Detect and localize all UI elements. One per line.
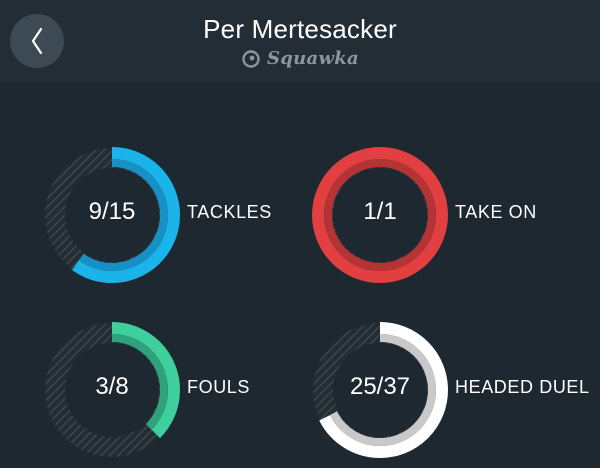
ring-progress [44, 322, 180, 458]
stat-value-take-on: 1/1 [363, 198, 397, 225]
page-title: Per Mertesacker [203, 14, 397, 44]
stat-value-fouls: 3/8 [95, 373, 129, 400]
back-button[interactable] [10, 14, 64, 68]
brand-logo: Squawka [0, 48, 600, 69]
squawka-logo-icon [242, 49, 260, 68]
ring-progress-inner [324, 159, 436, 271]
ring-chart-take-on [312, 147, 448, 283]
ring-chart-fouls [44, 322, 180, 458]
stat-tackles: 9/15 TACKLES [37, 140, 317, 290]
ring-progress-inner [56, 334, 168, 446]
ring-chart-headed-duel [312, 322, 448, 458]
stat-headed-duel: 25/37 HEADED DUEL [305, 315, 589, 465]
stat-label-headed-duel: HEADED DUEL [455, 377, 590, 397]
stat-take-on: 1/1 TAKE ON [305, 140, 585, 290]
stat-label-fouls: FOULS [187, 377, 251, 397]
chevron-left-icon [31, 27, 43, 55]
ring-progress [312, 147, 448, 283]
stat-label-tackles: TACKLES [187, 202, 272, 222]
stat-value-headed-duel: 25/37 [349, 373, 411, 400]
ring-progress [44, 147, 180, 283]
stat-fouls: 3/8 FOULS [37, 315, 317, 465]
stat-label-take-on: TAKE ON [455, 202, 537, 222]
header-bar: Per Mertesacker Squawka [0, 0, 600, 82]
stat-value-tackles: 9/15 [88, 198, 136, 225]
ring-chart-tackles [44, 147, 180, 283]
ring-progress [312, 322, 448, 458]
ring-progress-inner [324, 334, 436, 446]
brand-name: Squawka [266, 48, 360, 69]
ring-progress-inner [56, 159, 168, 271]
